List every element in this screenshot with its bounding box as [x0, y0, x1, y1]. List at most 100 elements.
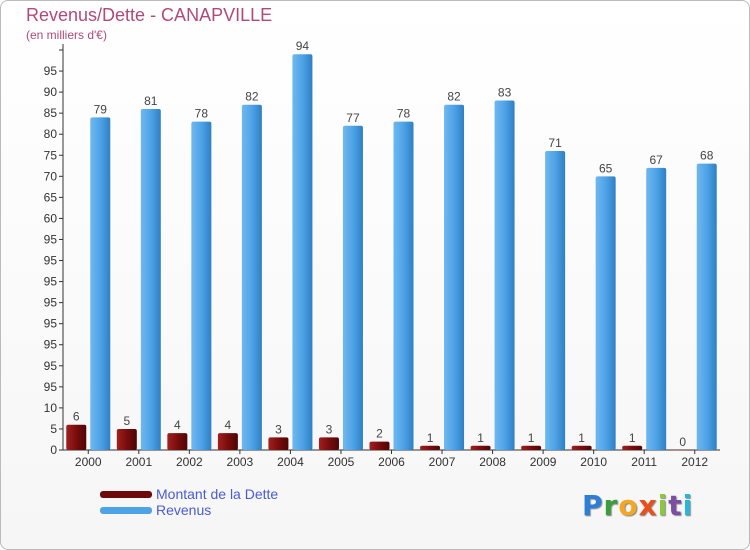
- x-tick-label: 2008: [479, 455, 506, 469]
- logo-letter: i: [657, 489, 669, 522]
- revenue-bar: [140, 108, 161, 451]
- y-tick-label: 95: [44, 296, 58, 310]
- logo-letter: r: [603, 489, 619, 522]
- y-tick-label: 95: [44, 380, 58, 394]
- revenue-value-label: 78: [195, 107, 209, 121]
- chart-subtitle: (en milliers d'€): [26, 28, 107, 42]
- revenue-value-label: 78: [397, 107, 411, 121]
- y-tick-label: 60: [44, 211, 58, 225]
- debt-bar: [268, 437, 289, 450]
- revenue-bar: [191, 121, 212, 450]
- x-tick-label: 2005: [328, 455, 355, 469]
- x-tick-label: 2009: [530, 455, 557, 469]
- y-tick-label: 90: [44, 85, 58, 99]
- logo-letter: o: [618, 489, 639, 522]
- y-tick-label: 75: [44, 148, 58, 162]
- y-tick-label: 5: [50, 422, 57, 436]
- x-tick-label: 2007: [429, 455, 456, 469]
- proxiti-logo: Proxiti: [582, 489, 693, 522]
- revenue-value-label: 82: [447, 90, 461, 104]
- x-tick-label: 2006: [378, 455, 405, 469]
- x-tick-label: 2011: [631, 455, 657, 469]
- y-tick-label: 85: [44, 106, 58, 120]
- x-tick-label: 2004: [277, 455, 304, 469]
- y-tick-label: 95: [44, 254, 58, 268]
- debt-value-label: 4: [225, 418, 232, 432]
- chart-title: Revenus/Dette - CANAPVILLE: [26, 5, 273, 25]
- revenue-bar: [393, 121, 414, 450]
- revenue-value-label: 83: [498, 86, 512, 100]
- x-tick-label: 2001: [125, 455, 152, 469]
- debt-bar: [369, 441, 390, 450]
- debt-value-label: 1: [477, 431, 484, 445]
- debt-value-label: 6: [73, 410, 80, 424]
- revenue-value-label: 82: [245, 90, 259, 104]
- logo-letter: i: [682, 489, 694, 522]
- legend-item-revenus: Revenus: [100, 502, 278, 518]
- x-tick-label: 2000: [75, 455, 102, 469]
- revenue-bar: [444, 104, 465, 450]
- debt-value-label: 1: [578, 431, 585, 445]
- debt-bar: [622, 445, 643, 450]
- debt-value-label: 3: [326, 422, 333, 436]
- logo-letter: P: [582, 489, 604, 522]
- y-tick-label: 95: [44, 317, 58, 331]
- revenue-value-label: 68: [700, 149, 714, 163]
- y-tick-label: 95: [44, 232, 58, 246]
- debt-value-label: 1: [629, 431, 636, 445]
- revenue-value-label: 65: [599, 161, 613, 175]
- revenue-bar: [241, 104, 262, 450]
- revenue-bar: [545, 151, 566, 451]
- revenue-value-label: 67: [650, 153, 664, 167]
- x-tick-label: 2003: [227, 455, 254, 469]
- y-tick-label: 95: [44, 64, 58, 78]
- revenue-value-label: 81: [144, 94, 158, 108]
- x-tick-label: 2012: [681, 455, 708, 469]
- debt-bar: [167, 433, 188, 450]
- legend-label-revenus: Revenus: [156, 502, 212, 518]
- debt-value-label: 1: [528, 431, 535, 445]
- debt-bar: [571, 445, 592, 450]
- debt-value-label: 1: [427, 431, 434, 445]
- legend-swatch-revenus: [100, 506, 152, 514]
- logo-letter: x: [638, 489, 658, 522]
- debt-bar: [318, 437, 339, 450]
- revenue-value-label: 71: [548, 136, 562, 150]
- revenue-value-label: 77: [346, 111, 360, 125]
- legend: Montant de la Dette Revenus: [100, 486, 278, 518]
- debt-bar: [672, 450, 693, 451]
- debt-bar: [420, 445, 441, 450]
- revenue-bar: [696, 163, 717, 450]
- revenue-value-label: 94: [296, 39, 310, 53]
- debt-bar: [521, 445, 542, 450]
- legend-label-dette: Montant de la Dette: [156, 486, 279, 502]
- y-tick-label: 10: [44, 401, 58, 415]
- revenue-bar: [595, 176, 616, 450]
- revenue-bar: [494, 100, 515, 451]
- debt-bar: [217, 433, 238, 450]
- y-tick-label: 95: [44, 275, 58, 289]
- x-tick-label: 2002: [176, 455, 203, 469]
- y-tick-label: 95: [44, 338, 58, 352]
- debt-value-label: 3: [275, 422, 282, 436]
- y-tick-label: 70: [44, 169, 58, 183]
- debt-value-label: 0: [679, 435, 686, 449]
- debt-value-label: 4: [174, 418, 181, 432]
- legend-swatch-dette: [100, 490, 152, 498]
- y-tick-label: 80: [44, 127, 58, 141]
- y-tick-label: 95: [44, 359, 58, 373]
- y-tick-label: 0: [50, 443, 57, 457]
- revenue-bar: [292, 54, 313, 451]
- debt-bar: [470, 445, 491, 450]
- revenue-bar: [90, 117, 111, 451]
- legend-item-dette: Montant de la Dette: [100, 486, 278, 502]
- x-tick-label: 2010: [580, 455, 607, 469]
- debt-bar: [66, 424, 87, 450]
- revenue-bar: [342, 125, 363, 450]
- debt-bar: [116, 428, 137, 450]
- y-tick-label: 65: [44, 190, 58, 204]
- debt-value-label: 5: [123, 414, 130, 428]
- revenue-value-label: 79: [94, 102, 108, 116]
